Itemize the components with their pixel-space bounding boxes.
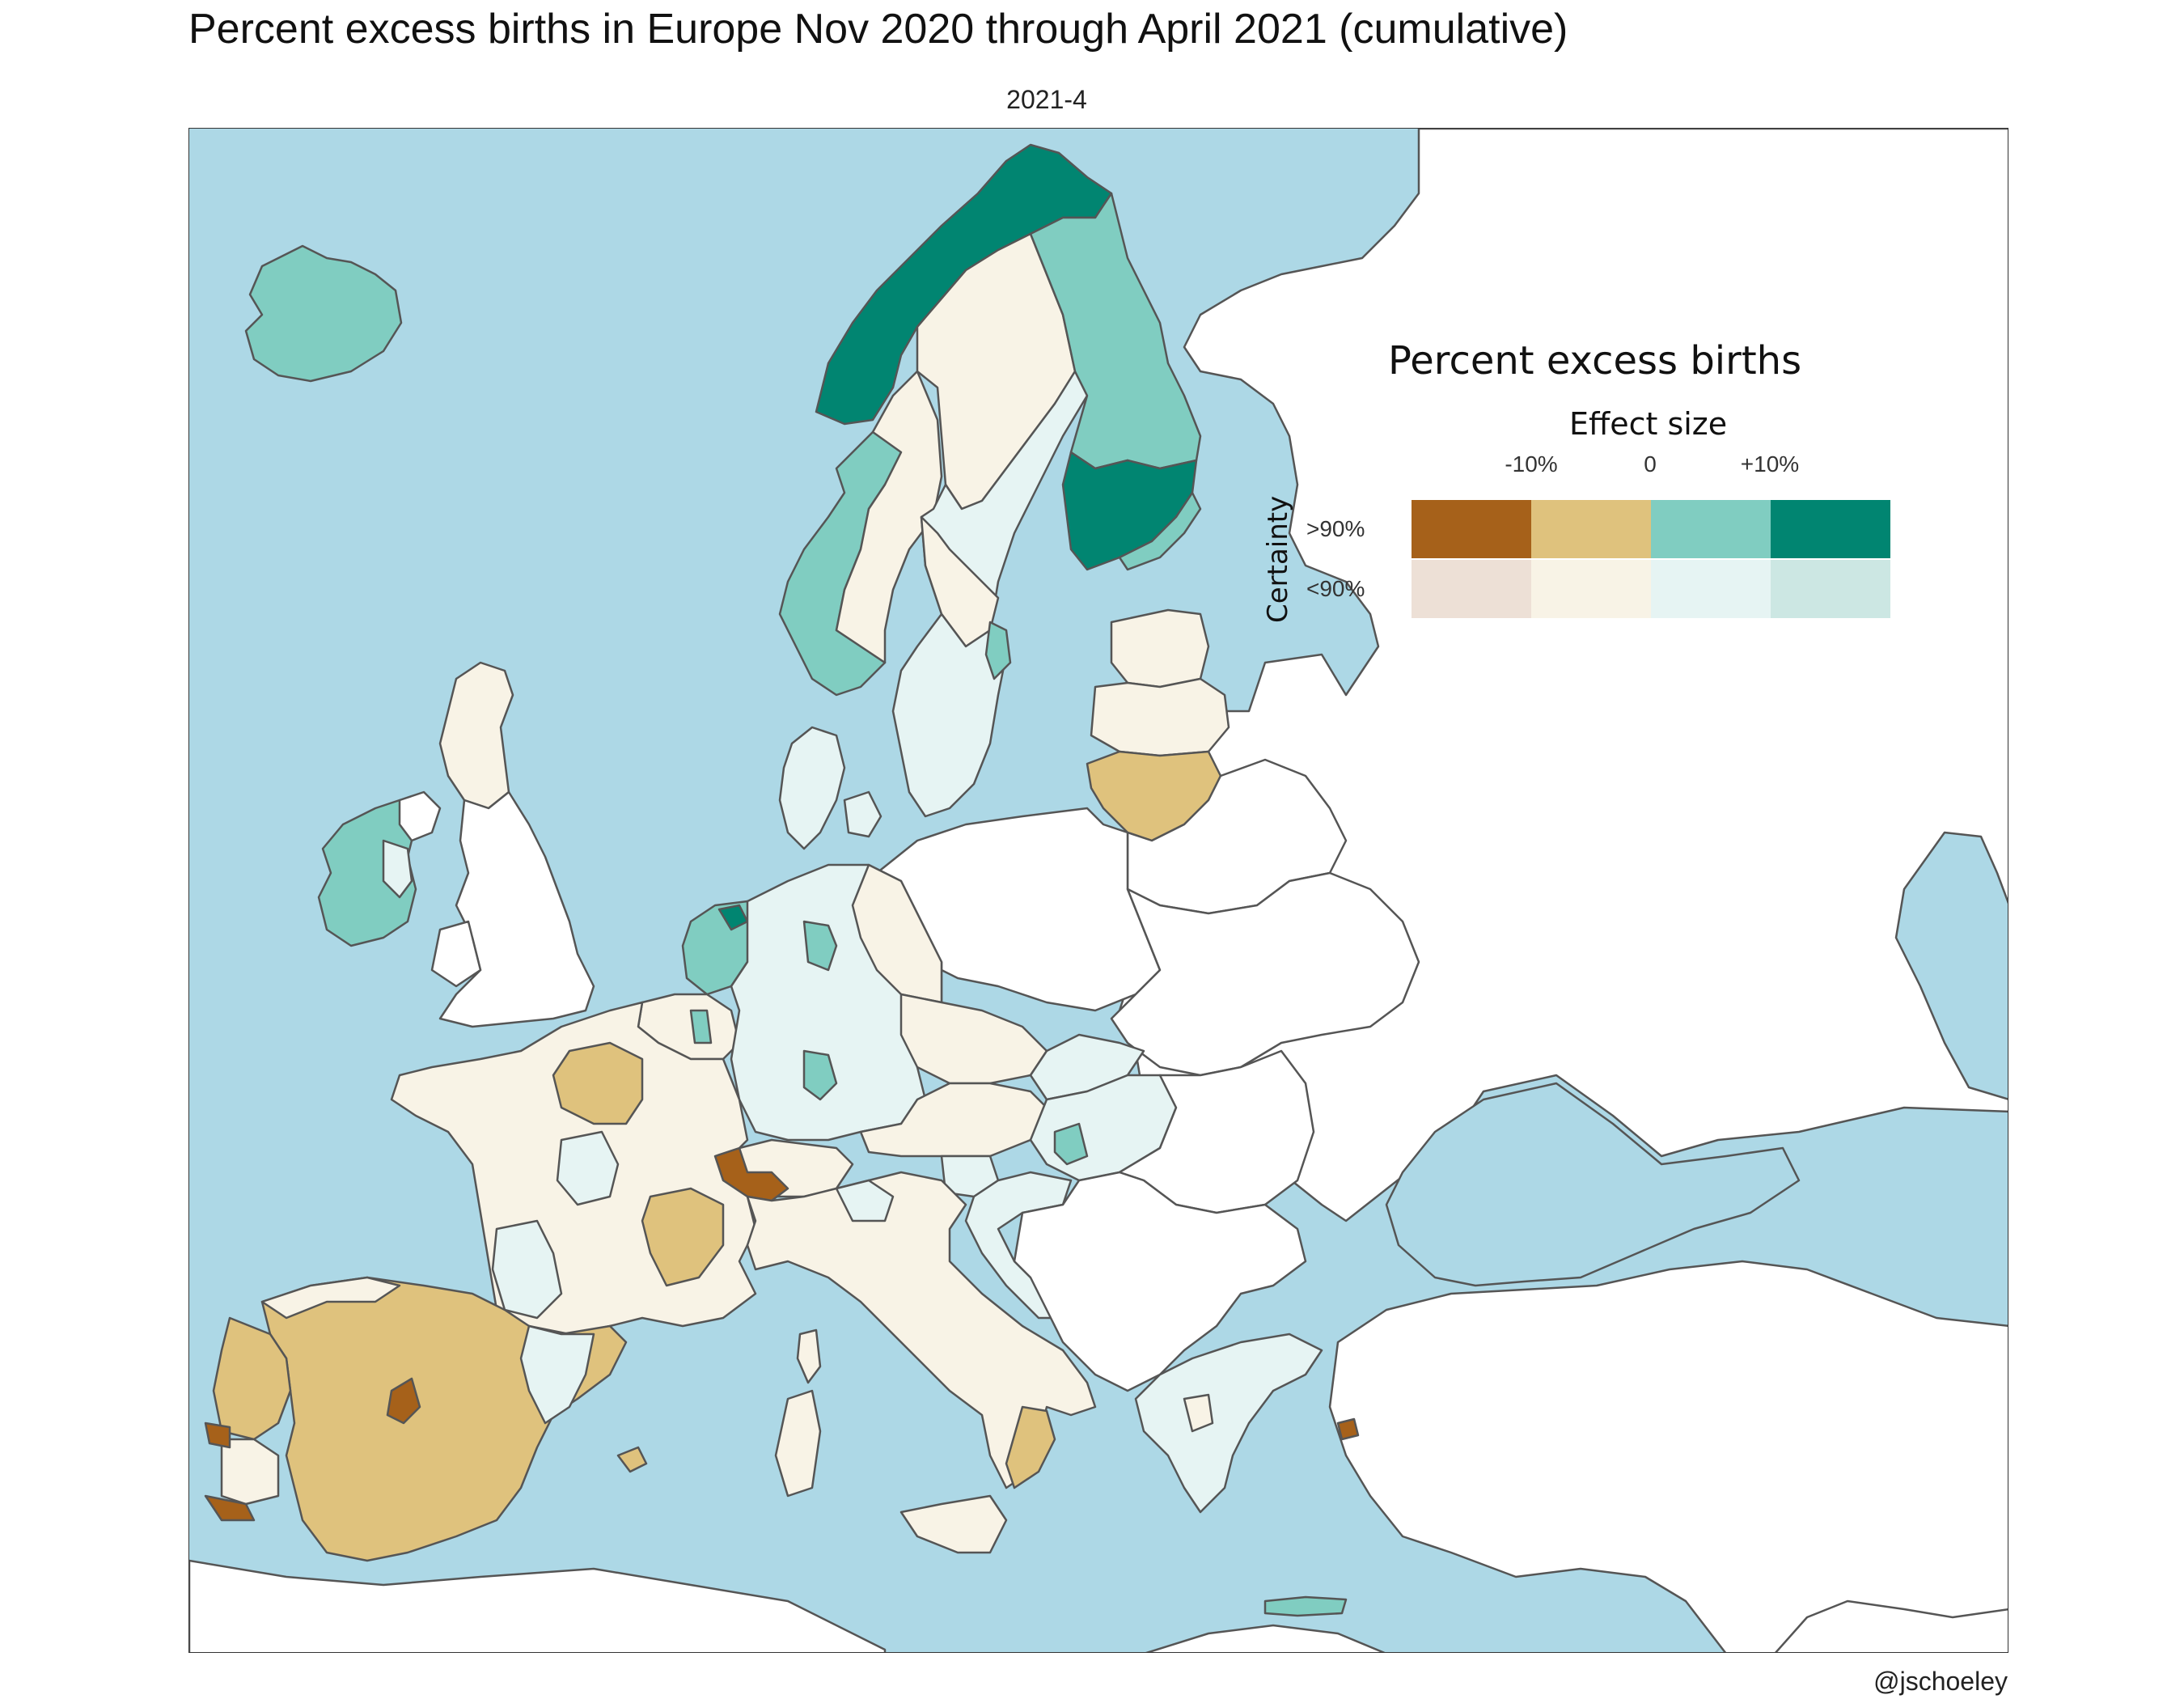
legend-effect-label: Effect size <box>1569 406 1728 442</box>
region-greece <box>1134 1333 1323 1514</box>
region-mideast <box>1775 1599 2008 1652</box>
region-sweden-east <box>984 621 1012 680</box>
region-corsica <box>796 1328 822 1384</box>
legend: Percent excess births Effect size -10% 0… <box>1246 324 1909 647</box>
region-germany-south <box>802 1049 838 1101</box>
region-norway-inner <box>835 370 943 664</box>
region-ireland-east <box>382 839 413 899</box>
region-finland-southeast <box>1118 491 1202 571</box>
legend-swatch-low-neg <box>1531 560 1651 618</box>
legend-swatch-low-pos10 <box>1771 560 1890 618</box>
region-balearic <box>616 1446 648 1473</box>
map-panel <box>188 128 2008 1653</box>
region-italy-north <box>835 1179 895 1222</box>
region-northern-ireland <box>398 790 442 842</box>
region-france-southwest <box>491 1219 563 1320</box>
chart-title: Percent excess births in Europe Nov 2020… <box>188 6 1568 53</box>
region-latvia <box>1090 677 1230 757</box>
legend-row-low: <90% <box>1306 576 1365 601</box>
region-balkans <box>1013 1171 1307 1392</box>
region-belgium-east <box>689 1009 713 1044</box>
credit: @jschoeley <box>1873 1667 2008 1696</box>
region-greece-island <box>1336 1417 1360 1441</box>
region-italy <box>746 1171 1097 1489</box>
region-sweden-mid2 <box>920 515 1000 648</box>
legend-swatch-low-pos <box>1651 560 1771 618</box>
legend-swatch-low-neg10 <box>1412 560 1531 618</box>
caspian-sea <box>1894 831 2008 1100</box>
region-england <box>438 790 595 1028</box>
region-sardinia <box>774 1389 822 1498</box>
legend-certainty-label: Certainty <box>1262 495 1294 623</box>
region-estonia <box>1110 608 1210 688</box>
region-crete <box>1263 1595 1348 1617</box>
facet-label-text: 2021-4 <box>1006 85 1087 114</box>
region-spain-north <box>260 1276 401 1320</box>
region-ukraine <box>1110 871 1420 1077</box>
region-denmark-islands <box>843 790 882 838</box>
legend-swatch-high-neg <box>1531 500 1651 558</box>
black-sea <box>1385 1082 1801 1287</box>
region-wales <box>430 920 482 988</box>
region-iceland <box>244 244 403 383</box>
legend-swatch-high-pos10 <box>1771 500 1890 558</box>
region-north-africa <box>189 1559 887 1652</box>
region-hungary-center <box>1053 1122 1089 1166</box>
region-greece-thessaly <box>1183 1393 1214 1433</box>
region-sicily <box>899 1494 1008 1554</box>
legend-tick-zero: 0 <box>1644 451 1657 477</box>
legend-title: Percent excess births <box>1388 338 1802 383</box>
region-portugal-algarve <box>204 1494 256 1522</box>
region-italy-calabria <box>1005 1405 1056 1489</box>
legend-tick-neg10: -10% <box>1505 451 1558 477</box>
region-france-center <box>556 1130 620 1206</box>
region-portugal-south <box>220 1438 280 1506</box>
legend-swatch-high-neg10 <box>1412 500 1531 558</box>
region-spain-northeast <box>519 1324 595 1425</box>
region-turkey <box>1328 1260 2008 1652</box>
legend-swatch-high-pos <box>1651 500 1771 558</box>
region-germany-center <box>802 920 838 972</box>
region-denmark <box>778 726 846 850</box>
map-svg <box>189 129 2008 1652</box>
region-spain-madrid <box>386 1377 421 1425</box>
legend-row-high: >90% <box>1306 516 1365 541</box>
region-portugal-lisbon <box>204 1421 231 1449</box>
region-finland-north <box>1029 192 1202 470</box>
legend-tick-pos10: +10% <box>1740 451 1800 477</box>
region-libya <box>1145 1624 1386 1652</box>
region-france-paris <box>552 1041 644 1125</box>
region-france-lyon <box>641 1187 725 1287</box>
region-portugal <box>212 1316 292 1441</box>
